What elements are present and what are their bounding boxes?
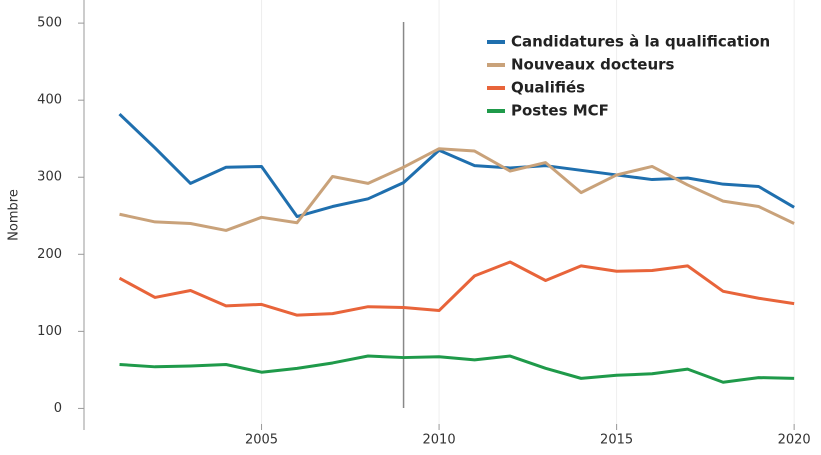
legend-label: Qualifiés — [511, 79, 585, 97]
series-line — [119, 354, 795, 384]
x-tick-label: 2005 — [245, 433, 278, 448]
x-tick-label: 2010 — [423, 433, 456, 448]
y-tick-label: 500 — [37, 16, 62, 31]
y-axis-label: Nombre — [7, 189, 22, 241]
y-tick-label: 0 — [54, 401, 62, 416]
y-tick-label: 200 — [37, 247, 62, 262]
x-tick-label: 2020 — [778, 433, 811, 448]
legend-label: Postes MCF — [511, 102, 609, 120]
legend-label: Nouveaux docteurs — [511, 56, 675, 74]
x-tick-label: 2015 — [600, 433, 633, 448]
series-line — [118, 112, 795, 219]
y-tick-label: 400 — [37, 93, 62, 108]
y-tick-label: 300 — [37, 170, 62, 185]
y-tick-label: 100 — [37, 324, 62, 339]
series-line — [119, 147, 795, 232]
series-line — [118, 260, 795, 317]
legend-label: Candidatures à la qualification — [511, 33, 770, 51]
